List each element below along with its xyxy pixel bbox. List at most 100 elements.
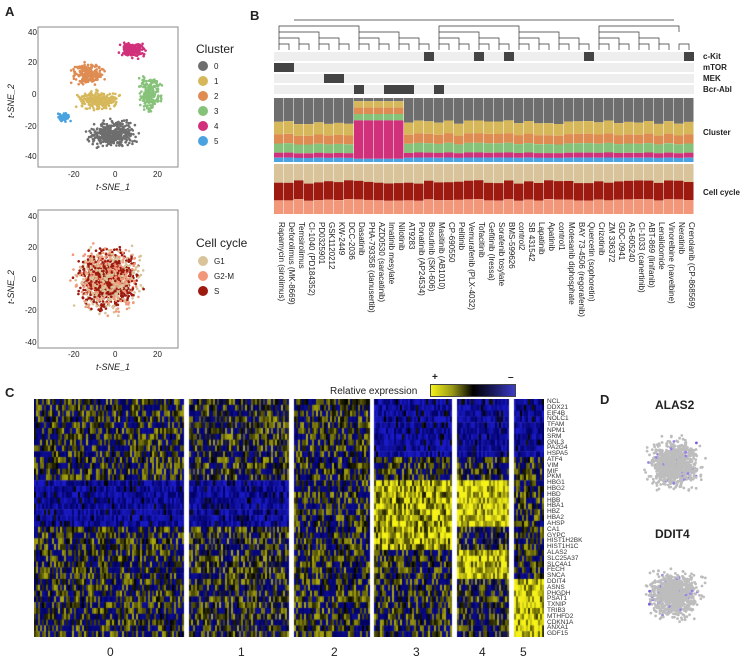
tsne-point: [97, 299, 101, 302]
tsne-point: [78, 65, 82, 68]
tsne-point: [120, 253, 124, 257]
tsne-point: [128, 125, 131, 129]
cellcycle-bar-segment: [464, 199, 474, 218]
cellcycle-legend-swatch: [198, 271, 208, 281]
cluster-bar-segment: [354, 120, 364, 159]
feature-point: [675, 439, 679, 443]
tsne-point: [124, 275, 127, 278]
tsne-point: [83, 92, 87, 96]
cluster-bar-segment: [404, 122, 414, 135]
cluster-bar-segment: [424, 143, 434, 153]
feature-point: [685, 615, 689, 619]
gene-label: NPM1: [547, 427, 566, 435]
cluster-bar-segment: [574, 98, 584, 122]
feature-point: [645, 449, 649, 453]
tsne-point: [84, 94, 87, 98]
gene-label: GDF15: [547, 630, 568, 638]
tsne-point: [155, 84, 158, 87]
tsne-point: [131, 142, 134, 146]
cluster-bar-segment: [574, 157, 584, 162]
cluster-bar-segment: [454, 98, 464, 124]
tsne-point: [137, 76, 141, 80]
drug-label: PD0325901: [316, 222, 326, 265]
cluster-bar-segment: [414, 120, 424, 134]
feature-point: [660, 581, 664, 585]
drug-label: Lenalidomide: [656, 222, 666, 270]
feature-point: [673, 464, 677, 468]
cellcycle-bar-segment: [584, 200, 594, 218]
feature-point: [657, 442, 661, 445]
feature-point: [657, 575, 661, 579]
tsne-point: [132, 53, 135, 56]
tsne-point: [92, 122, 96, 126]
cellcycle-bar-segment: [434, 164, 444, 183]
tsne-point: [138, 258, 141, 262]
feature-point: [688, 574, 692, 578]
tsne-point: [117, 126, 120, 129]
tsne-point: [126, 51, 129, 54]
tsne-point: [114, 267, 118, 270]
tsne-point: [139, 284, 143, 287]
cellcycle-bar-segment: [364, 199, 374, 218]
tsne-point: [107, 304, 111, 307]
cluster-bar-segment: [514, 144, 524, 154]
tsne-point: [75, 274, 79, 278]
cluster-bar-segment: [274, 134, 284, 144]
feature-point: [676, 617, 679, 620]
tsne-point: [140, 82, 144, 85]
cluster-bar-segment: [304, 135, 314, 145]
feature-point: [647, 475, 651, 478]
cluster-bar-segment: [554, 98, 564, 124]
cluster-bar-segment: [334, 153, 344, 158]
tsne-point: [81, 104, 84, 108]
feature-plot-ddit4-svg: [644, 567, 707, 624]
tsne-point: [72, 67, 75, 71]
cluster-bar-segment: [464, 120, 474, 134]
tsne-point: [69, 69, 73, 72]
tsne-point: [99, 137, 102, 141]
drug-label: Rapamycin (sirolimus): [276, 222, 286, 302]
drug-label: Dasatinib: [356, 222, 366, 256]
cluster-bar-segment: [504, 98, 514, 121]
cluster-bar-segment: [474, 120, 484, 134]
cluster-bar-segment: [604, 98, 614, 121]
tsne-point: [96, 131, 99, 134]
tsne-point: [79, 96, 82, 100]
cluster-bar-segment: [524, 98, 534, 121]
feature-point: [654, 456, 658, 459]
cluster-bar-segment: [404, 134, 414, 144]
feature-point: [695, 441, 698, 445]
tsne-point: [113, 248, 116, 251]
cluster-bar-segment: [524, 152, 534, 158]
feature-point: [678, 436, 681, 440]
cluster-bar-segment: [424, 152, 434, 158]
tsne-point: [86, 138, 89, 141]
cellcycle-bar-segment: [664, 164, 674, 181]
drug-label: CI-1040 (PD184352): [306, 222, 316, 296]
cluster-bar-segment: [494, 133, 504, 144]
cellcycle-bar-segment: [274, 200, 284, 218]
feature-point: [667, 456, 671, 460]
tsne-point: [138, 98, 142, 101]
drug-label: GDC-0941: [616, 222, 626, 261]
cluster-bar-segment: [614, 98, 624, 124]
cluster-bar-segment: [384, 114, 394, 121]
tsne-point: [121, 251, 124, 254]
gene-label: SRM: [547, 432, 562, 440]
feature-point: [675, 449, 679, 452]
gene-label: HBA1: [547, 502, 564, 510]
tsne-point: [117, 274, 121, 277]
tsne-point: [120, 130, 123, 133]
tsne-point: [109, 95, 113, 99]
tsne-point: [88, 78, 91, 81]
tsne-point: [94, 92, 97, 96]
cluster-bar-segment: [464, 157, 474, 162]
tsne-point: [74, 278, 77, 282]
cluster-bar-segment: [604, 133, 614, 143]
feature-point: [665, 442, 668, 445]
cluster-legend-item: 0: [198, 61, 218, 71]
cellcycle-bar-segment: [374, 182, 384, 201]
feature-point: [670, 444, 674, 448]
tsne-point: [148, 89, 152, 93]
tsne-point: [80, 271, 84, 275]
